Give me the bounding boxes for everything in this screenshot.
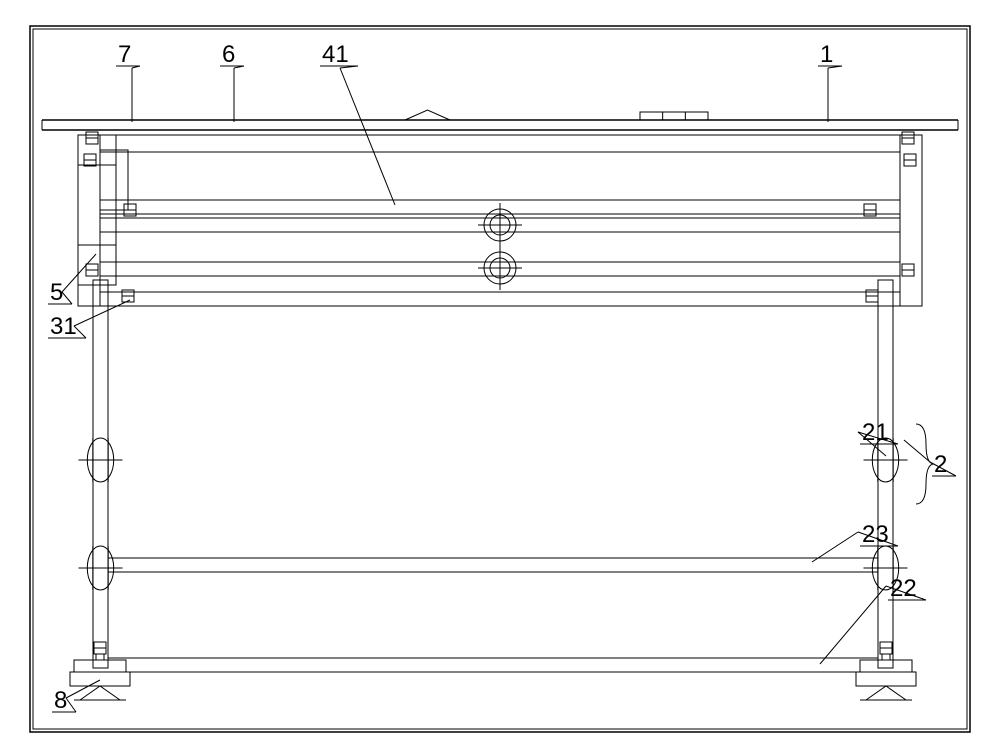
engineering-drawing: 7 6 41 1 5 31 21 2 2322 8 [0,0,1000,756]
callout-2: 2 [934,451,947,478]
callout-labels: 7 6 41 1 5 31 21 2 2322 8 [48,41,956,714]
mechanism [42,110,958,700]
callout-23: 23 [862,521,889,548]
callout-21: 21 [862,419,889,446]
callout-22: 22 [890,575,917,602]
callout-8: 8 [54,687,67,714]
callout-5: 5 [50,279,63,306]
callout-31: 31 [50,313,77,340]
callout-1: 1 [820,41,833,68]
callout-6: 6 [222,41,235,68]
callout-41: 41 [322,41,349,68]
callout-7: 7 [118,41,131,68]
